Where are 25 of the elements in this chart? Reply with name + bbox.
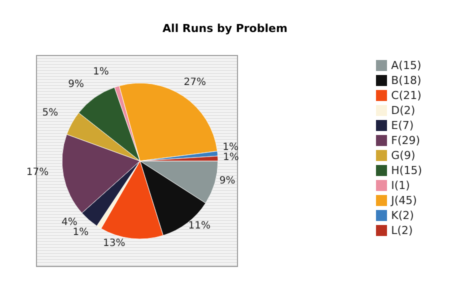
data-label: 9% — [219, 175, 236, 186]
legend-label: I(1) — [391, 179, 410, 192]
data-label: 4% — [61, 217, 78, 228]
legend-label: A(15) — [391, 59, 422, 72]
legend-label: L(2) — [391, 224, 413, 237]
legend-label: B(18) — [391, 74, 422, 87]
legend-label: C(21) — [391, 89, 422, 102]
data-label: 1% — [222, 152, 239, 164]
data-label: 27% — [184, 77, 206, 88]
data-label: 11% — [188, 220, 211, 232]
data-label: 13% — [103, 238, 126, 249]
data-label: 9% — [68, 78, 84, 90]
legend-label: D(2) — [391, 104, 416, 117]
legend-label: F(29) — [391, 134, 420, 147]
legend-label: E(7) — [391, 119, 414, 132]
legend-label: H(15) — [391, 164, 422, 177]
data-label: 1% — [222, 142, 238, 154]
data-label: 5% — [42, 108, 58, 119]
data-label: 1% — [92, 66, 109, 78]
legend-label: J(45) — [391, 194, 417, 207]
chart-title: All Runs by Problem — [162, 22, 288, 35]
legend-label: K(2) — [391, 209, 414, 222]
data-label: 17% — [26, 167, 49, 178]
legend-label: G(9) — [391, 149, 416, 162]
data-label: 1% — [72, 227, 89, 238]
